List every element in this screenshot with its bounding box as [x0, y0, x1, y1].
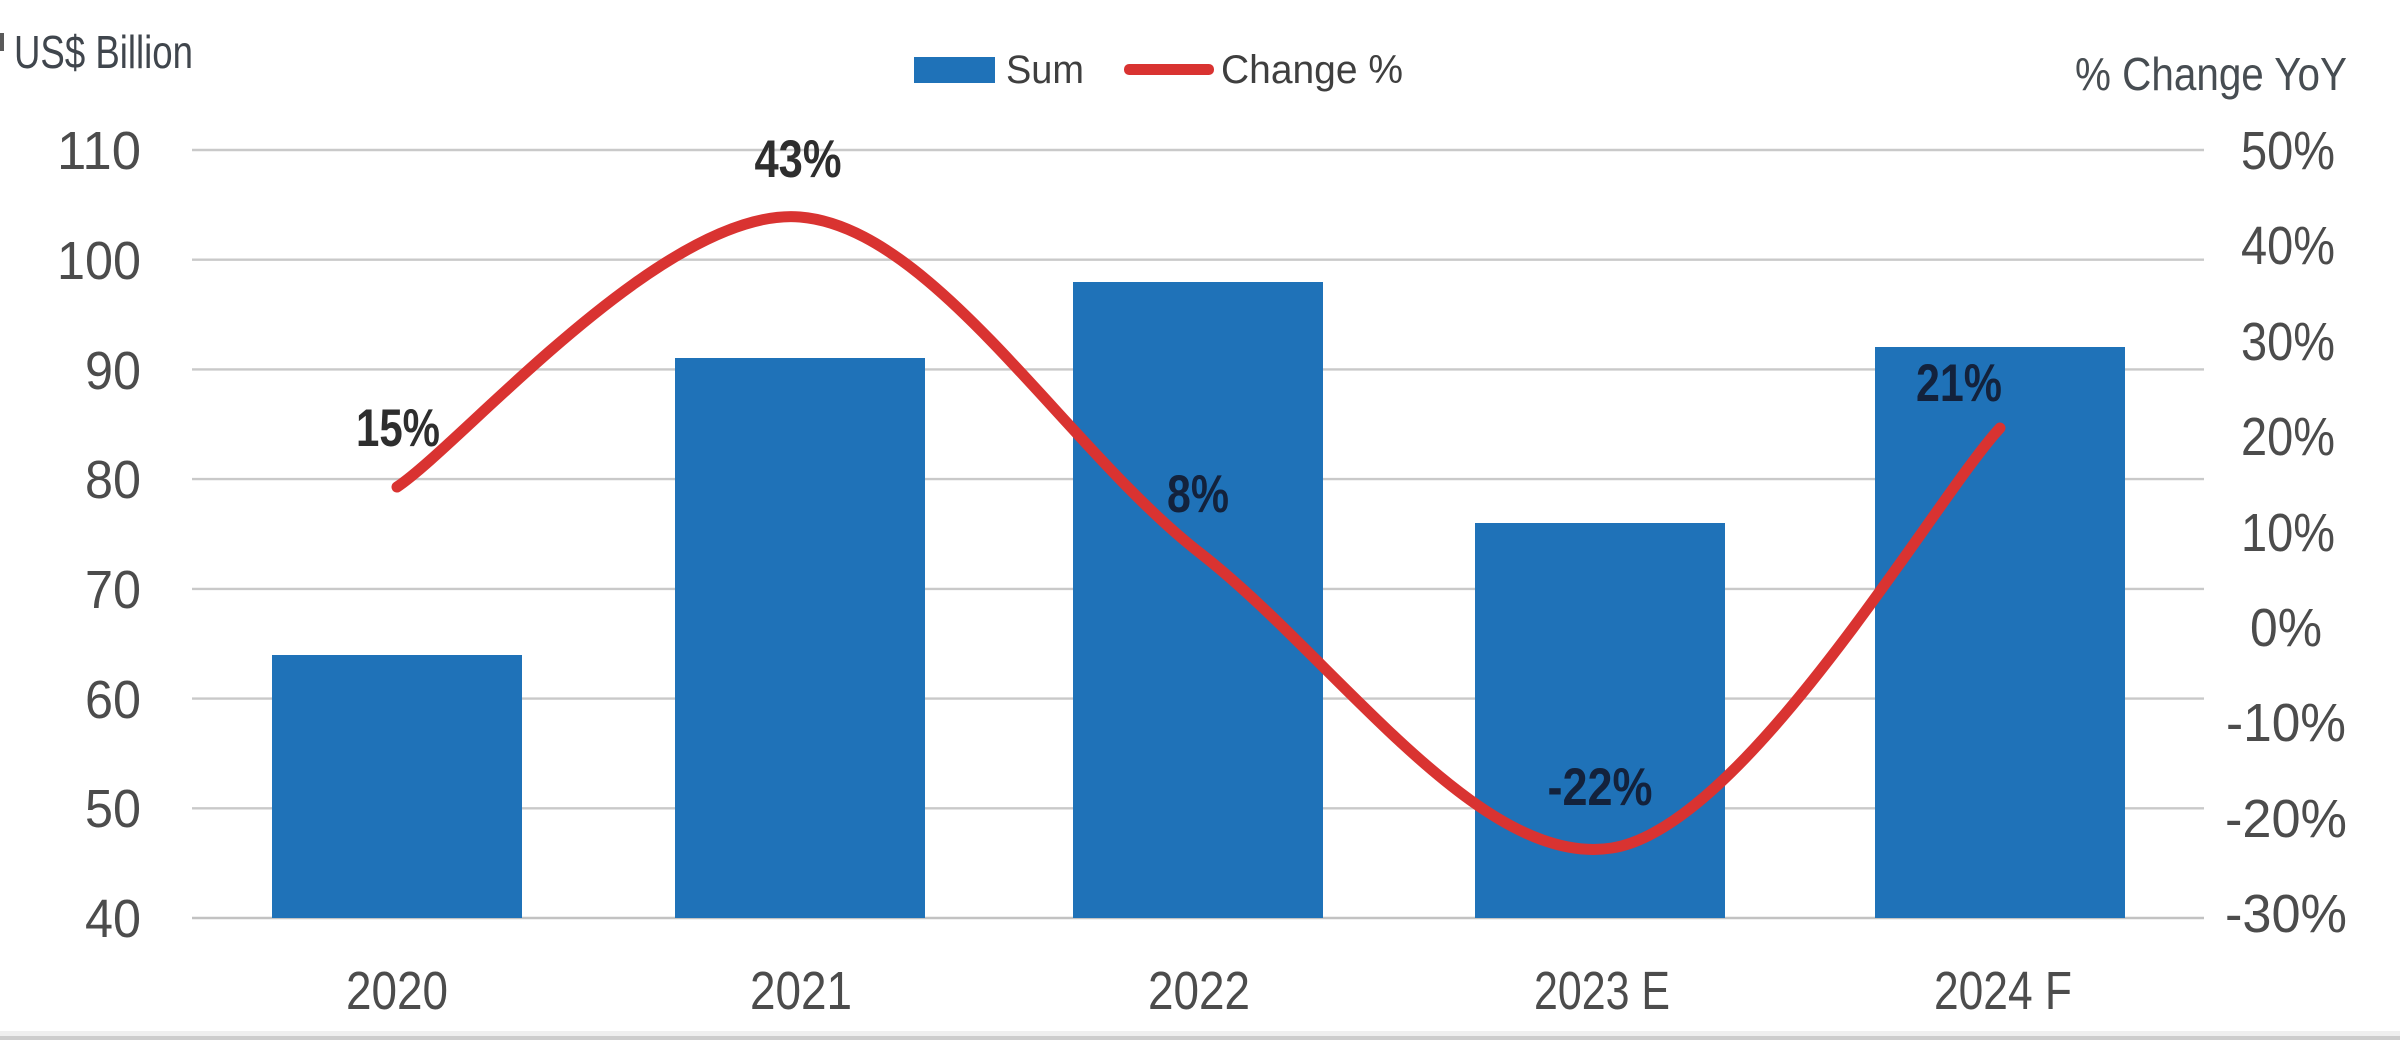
svg-text:10%: 10% — [2241, 503, 2335, 563]
svg-text:90: 90 — [85, 341, 141, 401]
svg-text:% Change YoY: % Change YoY — [2075, 48, 2347, 100]
svg-text:2022: 2022 — [1148, 961, 1250, 1021]
svg-text:2020: 2020 — [346, 961, 448, 1021]
svg-text:2024 F: 2024 F — [1934, 961, 2072, 1021]
svg-text:15%: 15% — [356, 399, 440, 458]
svg-text:Sum: Sum — [1006, 48, 1084, 92]
svg-text:US$ Billion: US$ Billion — [14, 26, 193, 78]
svg-text:60: 60 — [85, 670, 141, 730]
svg-text:40%: 40% — [2241, 216, 2335, 276]
svg-text:50: 50 — [85, 779, 141, 839]
svg-text:-30%: -30% — [2225, 884, 2347, 944]
svg-text:21%: 21% — [1916, 354, 2002, 413]
svg-text:80: 80 — [85, 450, 141, 510]
svg-text:2021: 2021 — [750, 961, 852, 1021]
svg-text:100: 100 — [57, 231, 141, 291]
svg-text:8%: 8% — [1167, 465, 1229, 524]
svg-text:30%: 30% — [2241, 312, 2335, 372]
svg-text:Change %: Change % — [1221, 48, 1403, 92]
svg-text:20%: 20% — [2241, 407, 2335, 467]
svg-text:40: 40 — [85, 889, 141, 949]
svg-text:-22%: -22% — [1548, 758, 1653, 817]
svg-text:70: 70 — [85, 560, 141, 620]
svg-text:2023 E: 2023 E — [1534, 961, 1670, 1021]
svg-text:0%: 0% — [2250, 598, 2322, 658]
svg-text:-20%: -20% — [2225, 789, 2347, 849]
svg-text:50%: 50% — [2241, 121, 2335, 181]
svg-text:43%: 43% — [755, 130, 842, 189]
svg-text:110: 110 — [57, 121, 141, 181]
svg-text:-10%: -10% — [2226, 693, 2346, 753]
